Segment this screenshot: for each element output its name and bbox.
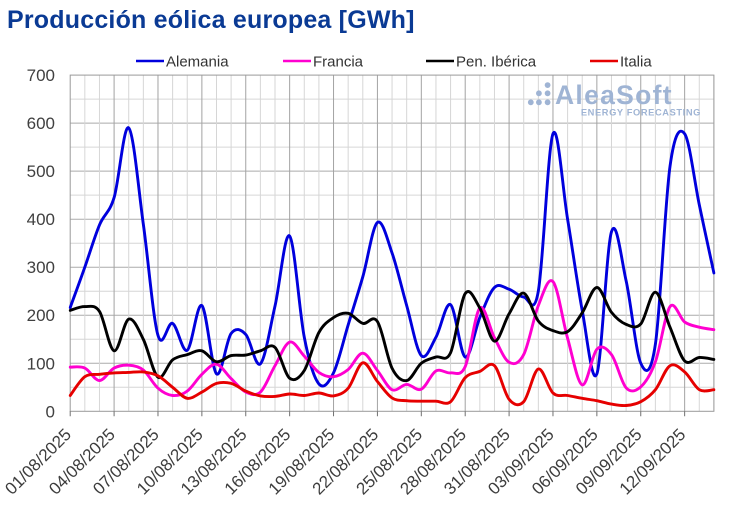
svg-text:Pen. Ibérica: Pen. Ibérica [456,54,537,71]
svg-text:600: 600 [27,114,55,133]
svg-text:300: 300 [27,258,55,277]
svg-text:400: 400 [27,210,55,229]
svg-text:Producción eólica europea [GWh: Producción eólica europea [GWh] [7,6,415,34]
svg-text:AleaSoft: AleaSoft [555,80,673,110]
svg-text:200: 200 [27,306,55,325]
svg-text:ENERGY FORECASTING: ENERGY FORECASTING [581,108,701,118]
svg-text:500: 500 [27,162,55,181]
svg-text:0: 0 [46,402,55,421]
svg-text:Alemania: Alemania [166,54,229,71]
svg-text:100: 100 [27,354,55,373]
svg-text:700: 700 [27,66,55,85]
svg-text:Francia: Francia [313,54,364,71]
svg-text:Italia: Italia [620,54,652,71]
